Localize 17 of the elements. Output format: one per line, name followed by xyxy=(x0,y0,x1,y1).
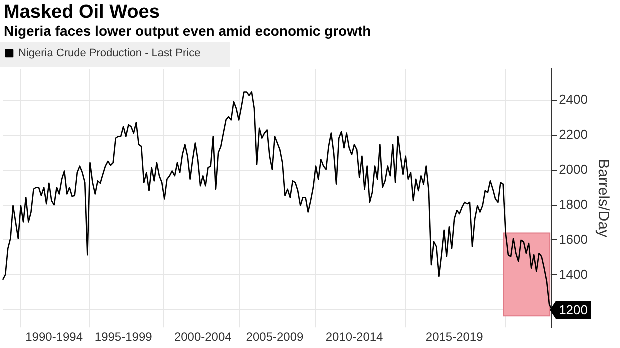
y-tick-label: 1800 xyxy=(559,196,588,212)
y-tick-label: 2000 xyxy=(559,162,588,177)
data-label: 1200 xyxy=(559,302,588,318)
chart-subtitle: Nigeria faces lower output even amid economic growth xyxy=(4,23,372,39)
chart-title: Masked Oil Woes xyxy=(4,2,160,24)
legend-label: Nigeria Crude Production - Last Price xyxy=(18,48,201,60)
y-tick-label: 2200 xyxy=(559,126,588,142)
x-tick-label: 1990-1994 xyxy=(26,330,84,344)
x-tick-label: 2000-2004 xyxy=(174,330,232,344)
y-tick-label: 1600 xyxy=(559,232,588,247)
y-axis-title: Barrels/Day xyxy=(594,159,612,238)
x-tick-label: 2010-2014 xyxy=(326,330,384,344)
y-tick-label: 2400 xyxy=(559,92,588,108)
x-tick-label: 2015-2019 xyxy=(426,330,484,344)
x-tick-label: 2005-2009 xyxy=(246,330,304,344)
y-tick-label: 1400 xyxy=(559,266,588,282)
x-tick-label: 1995-1999 xyxy=(94,330,153,344)
